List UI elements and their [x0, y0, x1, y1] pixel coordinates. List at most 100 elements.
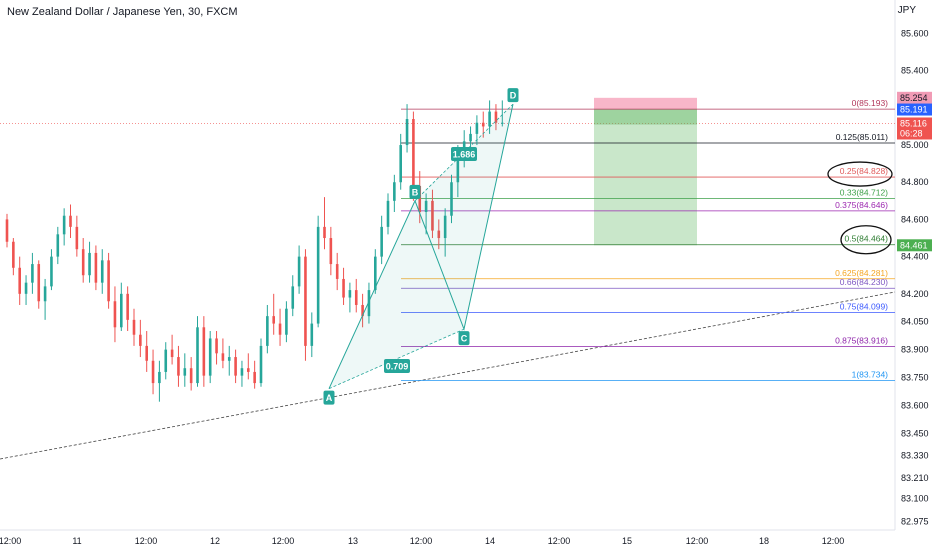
price-tick-label: 84.800	[901, 177, 929, 187]
price-tick-label: 84.200	[901, 289, 929, 299]
candle-body	[31, 264, 34, 283]
candle-body	[56, 234, 60, 257]
price-tick-label: 83.100	[901, 493, 929, 503]
candle-body	[329, 238, 333, 265]
candle-body	[151, 360, 155, 384]
candle-body	[304, 256, 307, 346]
time-tick-label: 12:00	[548, 536, 571, 546]
price-tick-label: 84.400	[901, 252, 929, 262]
candle-body	[234, 357, 237, 376]
candle-body	[113, 301, 117, 328]
time-tick-label: 15	[622, 536, 632, 546]
pattern-abc-fill	[329, 200, 464, 389]
candle-body	[18, 267, 21, 294]
candle-body	[437, 230, 441, 239]
candle-body	[259, 345, 263, 384]
time-tick-label: 11	[72, 536, 81, 546]
candle-body	[393, 182, 396, 201]
fib-level-label: 0.33(84.712)	[840, 188, 888, 198]
candle-body	[412, 119, 415, 186]
time-tick-label: 12:00	[822, 536, 845, 546]
pattern-bcd-fill	[415, 104, 513, 330]
candle-body	[100, 260, 104, 283]
candle-body	[164, 349, 168, 372]
price-axis-label: 85.116	[900, 118, 927, 128]
candle-body	[5, 219, 9, 242]
candle-body	[62, 215, 66, 235]
price-tick-label: 83.450	[901, 428, 929, 438]
price-tick-label: 83.330	[901, 451, 929, 461]
fib-level-label: 1(83.734)	[852, 369, 889, 379]
candle-body	[227, 357, 231, 361]
time-tick-label: 12:00	[0, 536, 21, 546]
time-tick-label: 12:00	[272, 536, 295, 546]
fib-level-label: 0.75(84.099)	[840, 302, 888, 312]
candle-body	[240, 368, 244, 376]
candle-body	[469, 133, 472, 142]
fib-level-label: 0.25(84.828)	[840, 166, 888, 176]
price-axis-label: 84.461	[900, 240, 928, 250]
candle-body	[120, 293, 123, 328]
price-tick-label: 83.600	[901, 400, 929, 410]
candle-body	[69, 215, 72, 227]
pattern-point-b: B	[412, 187, 419, 197]
symbol-title: New Zealand Dollar / Japanese Yen, 30, F…	[7, 6, 238, 18]
fib-level-label: 0.875(83.916)	[835, 336, 888, 346]
candle-body	[380, 226, 383, 257]
candle-body	[475, 122, 479, 134]
pattern-point-d: D	[510, 91, 517, 101]
candle-body	[367, 290, 371, 317]
time-tick-label: 12:00	[410, 536, 433, 546]
candle-body	[399, 145, 402, 183]
fib-level-label: 0.66(84.230)	[840, 277, 888, 287]
time-tick-label: 12:00	[686, 536, 709, 546]
candle-body	[50, 256, 53, 287]
candle-body	[145, 345, 148, 361]
candle-body	[348, 290, 352, 298]
pattern-legs	[328, 104, 514, 389]
pattern-ac-ratio-line	[328, 328, 465, 390]
time-tick-label: 14	[485, 536, 495, 546]
pattern-point-c-bg	[458, 331, 470, 346]
candle-body	[386, 200, 390, 227]
candle-body	[488, 111, 491, 127]
price-axis-label-bg	[897, 103, 932, 116]
candle-body	[202, 327, 206, 376]
pattern-point-a-bg	[323, 390, 335, 405]
candle-body	[126, 293, 129, 320]
candle-body	[247, 368, 250, 372]
pattern-point-b-bg	[409, 184, 421, 199]
position-open-pnl	[594, 109, 697, 125]
price-tick-label: 84.600	[901, 214, 929, 224]
candle-body	[170, 349, 174, 358]
candle-body	[285, 308, 288, 335]
candle-body	[361, 304, 364, 317]
candle-body	[335, 264, 339, 279]
price-tick-label: 82.975	[901, 517, 929, 527]
candle-body	[342, 278, 345, 298]
pattern-ratio-ac: 0.709	[386, 362, 409, 372]
pattern-ratio-bd-bg	[451, 147, 477, 161]
candle-body	[253, 371, 256, 384]
candle-body	[374, 256, 377, 291]
fib-level-label: 0.5(84.464)	[845, 234, 889, 244]
price-tick-label: 84.050	[901, 317, 929, 327]
price-axis-label-bg	[897, 117, 932, 140]
annotation-circle	[827, 161, 893, 187]
price-tick-label: 83.900	[901, 345, 929, 355]
candle-body	[196, 327, 199, 384]
candle-body	[297, 256, 301, 287]
candle-body	[43, 286, 47, 302]
candle-body	[158, 371, 161, 384]
price-axis-label-bg	[897, 91, 932, 104]
currency-label: JPY	[897, 5, 916, 16]
candle-body	[107, 260, 110, 302]
price-axis-label: 85.191	[900, 105, 928, 115]
pattern-point-d-bg	[507, 88, 519, 103]
candle-body	[323, 226, 326, 239]
candle-body	[354, 290, 358, 305]
candle-body	[501, 122, 504, 124]
candle-body	[424, 200, 428, 212]
candle-body	[75, 226, 79, 250]
